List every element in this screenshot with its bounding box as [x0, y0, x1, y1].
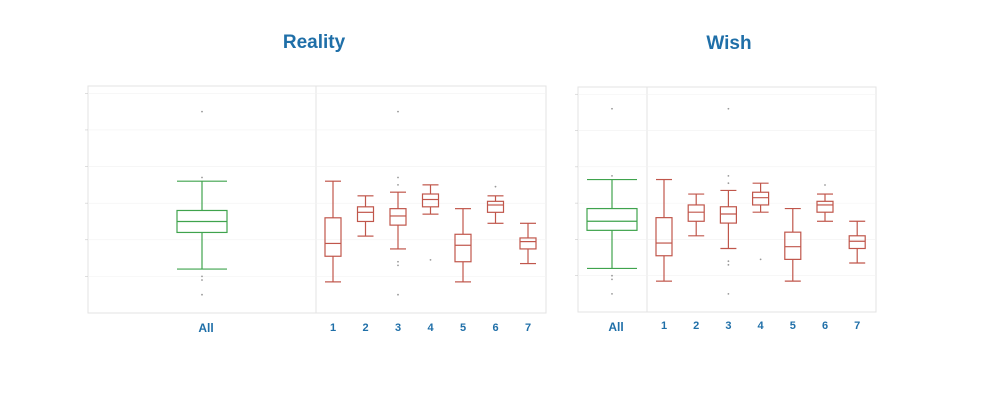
x-label-group: 3	[725, 320, 731, 332]
outlier-point	[611, 274, 613, 277]
box-group-6	[816, 184, 834, 222]
x-label-group: 2	[362, 322, 368, 334]
x-label-group: 1	[330, 322, 336, 334]
outlier-point	[611, 292, 613, 295]
outlier-point	[201, 275, 203, 278]
box-group-1	[324, 180, 342, 283]
box-iqr	[655, 217, 673, 257]
x-label-group: 4	[427, 322, 434, 334]
outlier-point	[727, 263, 730, 266]
outlier-point	[611, 278, 613, 281]
outlier-point	[824, 184, 826, 186]
panel-reality: Reality All 1 2 3 4 5 6 7	[85, 32, 547, 335]
outlier-point	[397, 293, 399, 296]
box-group-5	[784, 207, 802, 282]
facet-frame-groups	[646, 86, 877, 313]
x-label-group: 6	[822, 320, 828, 332]
x-label-group: 3	[395, 322, 401, 334]
x-label-group: 4	[758, 320, 765, 332]
box-iqr	[586, 207, 638, 231]
box-iqr	[687, 204, 705, 222]
box-group-2	[356, 195, 375, 237]
outlier-point	[397, 110, 399, 113]
x-label-group: 7	[525, 322, 531, 334]
x-label-group: 6	[492, 322, 498, 334]
outlier-point	[727, 107, 730, 110]
x-label-group: 5	[460, 322, 466, 334]
box-iqr	[816, 200, 834, 213]
box-all	[586, 107, 638, 295]
box-group-7	[848, 220, 866, 264]
box-group-6	[486, 185, 505, 224]
panel-title: Wish	[706, 33, 751, 54]
box-group-7	[519, 222, 537, 265]
outlier-point	[611, 175, 613, 177]
outlier-point	[201, 176, 203, 179]
box-iqr	[719, 206, 738, 224]
panel-title: Reality	[283, 32, 346, 53]
x-label-group: 2	[693, 320, 699, 332]
outlier-point	[201, 110, 203, 113]
box-group-5	[454, 208, 472, 283]
box-iqr	[356, 206, 375, 223]
x-label-group: 1	[661, 320, 667, 332]
box-iqr	[784, 231, 802, 260]
outlier-point	[727, 260, 730, 263]
box-group-3	[389, 110, 407, 296]
box-iqr	[454, 233, 472, 263]
outlier-point	[727, 175, 730, 177]
outlier-point	[201, 279, 203, 281]
outlier-point	[201, 293, 203, 296]
x-label-group: 5	[790, 320, 796, 332]
outlier-point	[727, 292, 730, 295]
box-iqr	[389, 208, 407, 226]
outlier-point	[397, 183, 399, 186]
outlier-point	[759, 258, 762, 261]
box-iqr	[486, 200, 505, 213]
outlier-point	[397, 176, 399, 179]
x-label-group: 7	[854, 320, 860, 332]
box-iqr	[421, 193, 440, 208]
outlier-point	[727, 182, 730, 185]
box-iqr	[848, 235, 866, 250]
outlier-point	[429, 259, 432, 261]
box-group-3	[719, 107, 738, 295]
box-group-1	[655, 178, 673, 282]
panel-wish: Wish All 1 2 3 4 5 6 7	[575, 33, 877, 334]
box-all	[176, 110, 228, 296]
outlier-point	[397, 260, 399, 263]
box-iqr	[324, 217, 342, 257]
box-group-4	[421, 184, 440, 261]
x-label-all: All	[608, 320, 623, 334]
x-label-all: All	[198, 321, 213, 335]
outlier-point	[397, 264, 399, 267]
box-iqr	[751, 191, 770, 206]
box-group-4	[751, 182, 770, 261]
box-group-2	[687, 193, 705, 237]
outlier-point	[494, 185, 497, 188]
outlier-point	[611, 107, 613, 110]
box-iqr	[519, 237, 537, 250]
